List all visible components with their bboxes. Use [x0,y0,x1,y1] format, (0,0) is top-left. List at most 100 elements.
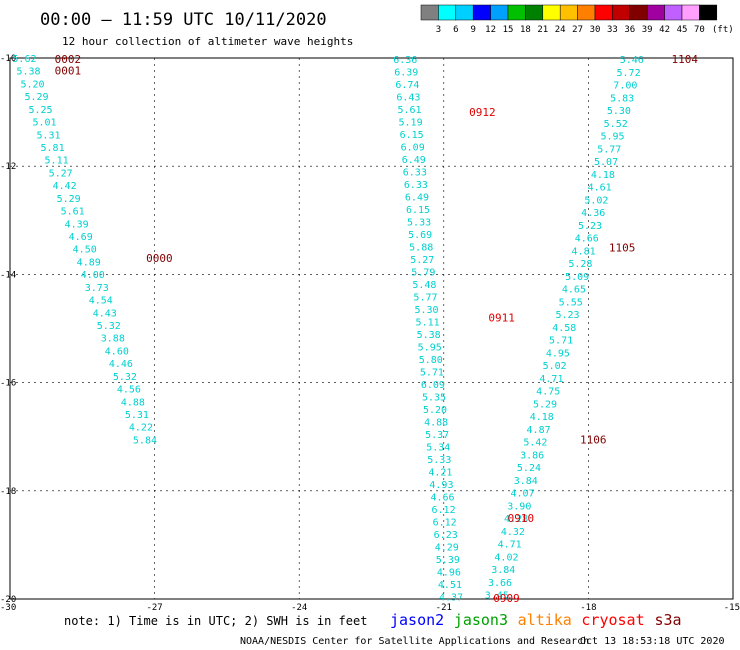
x-tick-label: -21 [436,603,452,613]
wave-height-value: 3.86 [520,450,544,461]
page-title: 00:00 – 11:59 UTC 10/11/2020 [40,10,327,30]
wave-height-value: 5.38 [417,330,441,341]
scale-swatch [699,4,718,21]
time-label: 1104 [672,53,699,66]
y-tick-label: -20 [0,595,16,605]
wave-height-value: 4.89 [77,257,101,268]
wave-height-value: 4.21 [428,467,452,478]
x-tick-label: -24 [291,603,307,613]
satellite-legend: jason2 jason3 altika cryosat s3a [390,611,682,629]
time-label: 0000 [146,252,173,265]
wave-height-value: 5.02 [584,195,608,206]
wave-height-value: 5.30 [414,305,438,316]
wave-height-value: 4.07 [510,489,534,500]
x-tick-label: -18 [580,603,596,613]
wave-height-value: 5.07 [594,157,618,168]
scale-swatch [507,4,526,21]
grid-lines [9,57,734,600]
wave-height-value: 6.36 [393,55,417,66]
wave-height-value: 4.88 [424,417,448,428]
track-2: 6.366.396.746.435.615.196.156.096.496.33… [393,55,463,603]
y-axis-ticks: -10 -12 -14 -16 -18 -20 [0,54,16,605]
scale-swatch [664,4,683,21]
wave-height-value: 5.77 [597,144,621,155]
scale-tick-label: 6 [453,25,458,35]
wave-height-value: 5.84 [133,435,157,446]
wave-height-value: 4.54 [89,296,113,307]
altimeter-tracks: 5.625.385.205.295.255.015.315.815.115.27… [12,54,643,603]
wave-height-value: 6.49 [402,155,426,166]
wave-height-value: 4.66 [430,492,454,503]
wave-height-value: 3.88 [101,334,125,345]
scale-swatch [455,4,474,21]
wave-height-value: 6.09 [421,380,445,391]
track-1: 5.625.385.205.295.255.015.315.815.115.27… [12,54,157,446]
wave-height-value: 5.11 [45,156,69,167]
wave-height-value: 5.72 [617,68,641,79]
wave-height-value: 5.55 [559,297,583,308]
wave-height-value: 5.62 [12,54,36,65]
scale-swatch [629,4,648,21]
wave-height-value: 3.45 [485,591,509,602]
wave-height-value: 5.79 [411,267,435,278]
wave-height-value: 4.65 [562,285,586,296]
time-label: 0002 [55,53,82,66]
scale-tick-label: 21 [537,25,548,35]
wave-height-value: 5.77 [413,292,437,303]
wave-height-value: 4.96 [437,567,461,578]
footnote: note: 1) Time is in UTC; 2) SWH is in fe… [64,614,367,628]
satellite-legend-jason2: jason2 [390,611,444,629]
wave-height-value: 5.24 [517,463,541,474]
wave-height-value: 6.15 [400,130,424,141]
scale-swatch [490,4,509,21]
scale-tick-label: 33 [607,25,618,35]
y-tick-label: -10 [0,54,16,64]
scale-tick-label: 42 [659,25,670,35]
time-label: 0001 [55,64,82,77]
scale-tick-label: 70 [694,25,705,35]
wave-height-value: 4.43 [93,308,117,319]
wave-height-value: 4.22 [129,423,153,434]
wave-height-value: 5.30 [607,106,631,117]
page-subtitle: 12 hour collection of altimeter wave hei… [62,35,353,48]
time-label: 0911 [488,312,515,325]
wave-height-color-scale: 3 6 9 12 15 18 21 24 27 30 33 36 39 42 45 70 [420,4,718,35]
wave-height-value: 5.11 [416,317,440,328]
wave-height-value: 5.71 [420,367,444,378]
wave-height-value: 5.61 [61,207,85,218]
wave-height-value: 5.34 [426,442,450,453]
wave-height-value: 3.84 [491,565,515,576]
wave-height-value: 5.29 [533,399,557,410]
wave-height-value: 5.23 [578,221,602,232]
scale-swatch [577,4,596,21]
wave-height-value: 5.46 [620,55,644,66]
wave-height-value: 5.81 [41,143,65,154]
y-tick-label: -14 [0,270,16,280]
wave-height-value: 4.71 [539,374,563,385]
wave-height-value: 5.37 [425,430,449,441]
wave-height-value: 4.51 [438,580,462,591]
time-label: 0909 [493,592,520,605]
wave-height-value: 6.43 [396,93,420,104]
wave-height-value: 5.20 [20,79,44,90]
wave-height-value: 4.71 [498,540,522,551]
satellite-legend-cryosat: cryosat [581,611,644,629]
scale-tick-label: 27 [572,25,583,35]
wave-height-value: 5.39 [436,555,460,566]
wave-height-value: 4.18 [591,170,615,181]
scale-tick-label: 18 [520,25,531,35]
wave-height-value: 4.95 [546,348,570,359]
timestamp-text: Oct 13 18:53:18 UTC 2020 [580,636,725,647]
wave-height-value: 5.95 [418,342,442,353]
wave-height-value: 6.12 [432,505,456,516]
wave-height-value: 6.74 [395,80,419,91]
time-label: 0910 [508,512,535,525]
scale-tick-label: 15 [503,25,514,35]
wave-height-value: 3.84 [514,476,538,487]
wave-height-value: 7.00 [613,81,637,92]
wave-height-value: 5.01 [32,118,56,129]
y-tick-label: -18 [0,487,16,497]
time-label: 0912 [469,106,496,119]
wave-height-value: 5.71 [549,336,573,347]
